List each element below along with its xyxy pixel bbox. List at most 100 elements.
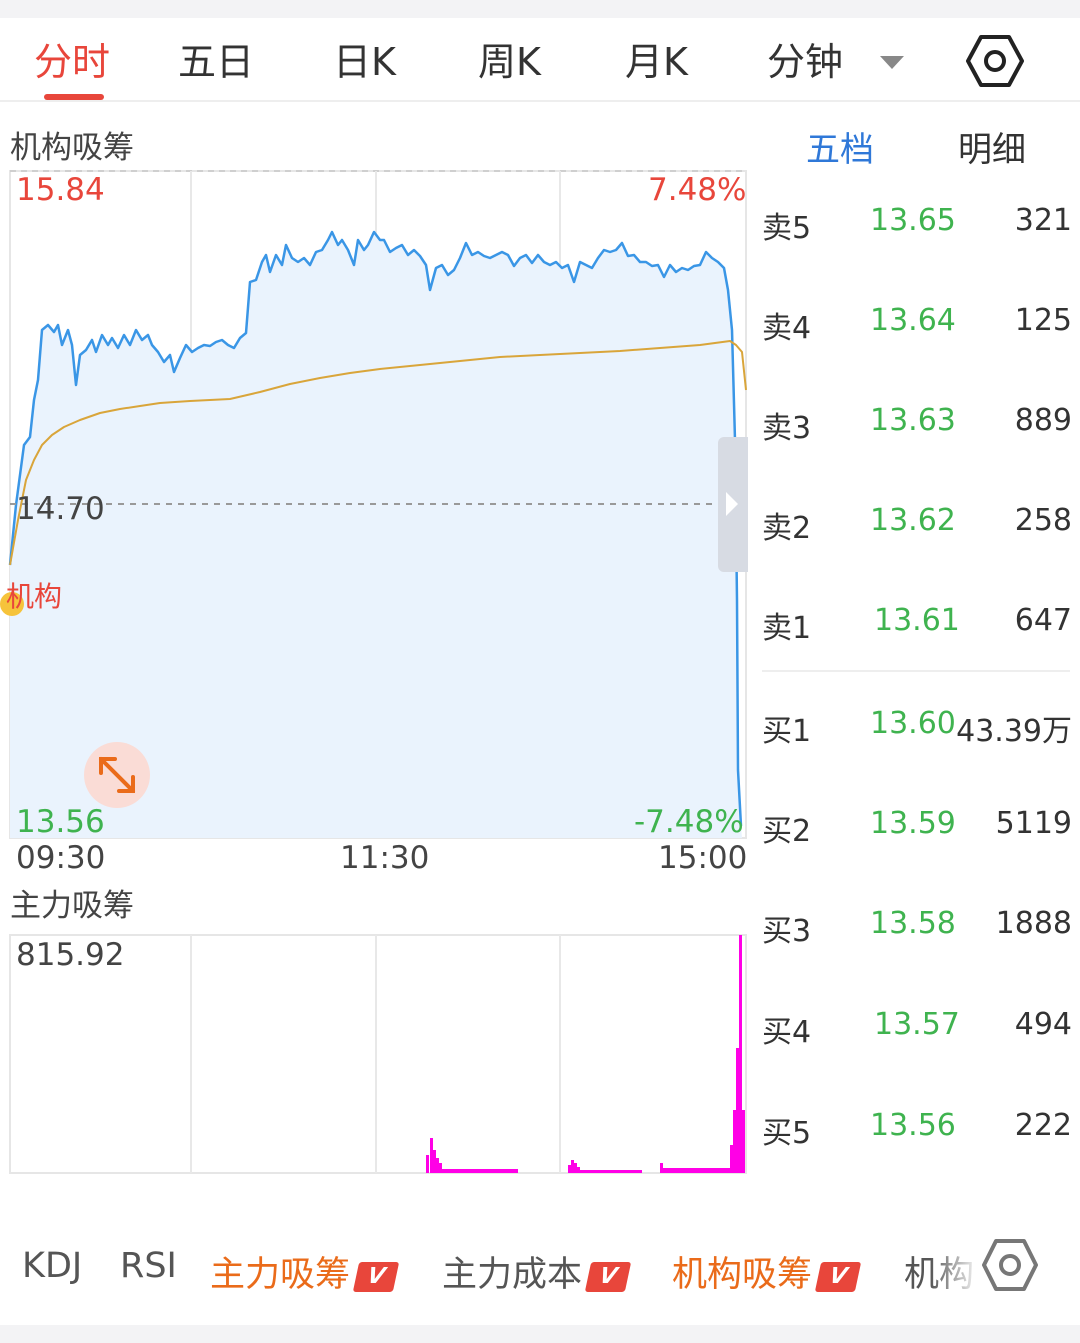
bottom-strip: [0, 1325, 1080, 1343]
main-force-bars: [426, 935, 745, 1173]
scroll-fade: [930, 1236, 980, 1296]
level-volume: 321: [1014, 203, 1072, 238]
chevron-right-icon: [726, 492, 738, 516]
indicator-institution-accumulation[interactable]: 机构吸筹 V: [672, 1246, 862, 1297]
level-name: 卖2: [762, 511, 812, 546]
vip-badge: V: [814, 1262, 862, 1292]
level-price: 13.61: [874, 603, 960, 638]
bar: [663, 1168, 731, 1173]
bar: [730, 1145, 733, 1173]
indicator-kdj[interactable]: KDJ: [22, 1246, 83, 1286]
bar: [733, 1110, 736, 1173]
bar: [568, 1165, 571, 1173]
bar: [442, 1169, 518, 1173]
level-name: 买1: [762, 714, 812, 749]
indicator-label: 机构吸筹: [672, 1255, 813, 1295]
indicator-main-force-cost[interactable]: 主力成本 V: [442, 1246, 632, 1297]
buy-row: 买5 13.56 222: [762, 1108, 1072, 1151]
bar: [574, 1163, 577, 1173]
time-label-close: 15:00: [658, 840, 748, 876]
tab-five-levels[interactable]: 五档: [806, 130, 874, 170]
tab-monthly-k[interactable]: 月K: [625, 40, 688, 84]
level-price: 13.63: [870, 403, 956, 438]
sell-row: 卖4 13.64 125: [762, 303, 1072, 346]
price-line: [8, 230, 743, 827]
bar: [430, 1138, 433, 1173]
level-price: 13.64: [870, 303, 956, 338]
institution-marker-icon: [0, 592, 24, 616]
level-volume: 258: [1014, 503, 1072, 538]
buy-row: 买3 13.58 1888: [762, 906, 1072, 949]
tab-divider: [0, 100, 1080, 102]
level-price: 13.57: [874, 1007, 960, 1042]
level-volume: 1888: [995, 906, 1072, 941]
level-volume: 5119: [995, 806, 1072, 841]
hexagon-gear-icon[interactable]: [966, 34, 1024, 88]
level-volume: 494: [1014, 1007, 1072, 1042]
sell-row: 卖1 13.61 647: [762, 603, 1072, 646]
sub-chart-frame: [9, 934, 747, 1174]
bar: [426, 1155, 429, 1173]
level-name: 卖4: [762, 311, 812, 346]
level-volume: 889: [1014, 403, 1072, 438]
bar: [439, 1163, 442, 1173]
tab-details[interactable]: 明细: [958, 130, 1026, 170]
level-price: 13.62: [870, 503, 956, 538]
level-name: 买2: [762, 814, 812, 849]
low-price-label: 13.56: [16, 804, 105, 840]
high-pct-label: 7.48%: [648, 172, 747, 208]
buy-row: 买1 13.60 43.39万: [762, 706, 1072, 749]
tab-intraday[interactable]: 分时: [34, 40, 111, 84]
price-area: [10, 232, 742, 838]
institution-marker-label: 机构: [6, 580, 63, 613]
bar: [577, 1167, 580, 1173]
intraday-chart: [0, 170, 747, 1174]
main-chart-title: 机构吸筹: [10, 130, 134, 166]
vip-badge: V: [352, 1262, 400, 1292]
order-book-divider: [762, 670, 1070, 672]
active-tab-indicator: [44, 94, 104, 100]
level-name: 买3: [762, 914, 812, 949]
order-book-toggle-handle[interactable]: [718, 437, 748, 572]
bar: [742, 1110, 745, 1173]
tab-daily-k[interactable]: 日K: [333, 40, 396, 84]
bar: [433, 1150, 436, 1173]
level-volume: 125: [1014, 303, 1072, 338]
bar: [580, 1170, 642, 1173]
time-label-midday: 11:30: [340, 840, 430, 876]
average-line: [9, 340, 747, 566]
level-name: 买5: [762, 1116, 812, 1151]
sub-chart-title: 主力吸筹: [10, 888, 134, 924]
buy-row: 买2 13.59 5119: [762, 806, 1072, 849]
level-price: 13.56: [870, 1108, 956, 1143]
hexagon-gear-icon[interactable]: [982, 1238, 1038, 1292]
indicator-main-force-accumulation[interactable]: 主力吸筹 V: [210, 1246, 400, 1297]
level-price: 13.60: [870, 706, 956, 741]
bar: [436, 1158, 439, 1173]
level-name: 卖3: [762, 411, 812, 446]
fullscreen-button[interactable]: [84, 742, 150, 808]
level-name: 卖5: [762, 211, 812, 246]
sell-row: 卖3 13.63 889: [762, 403, 1072, 446]
indicator-rsi[interactable]: RSI: [120, 1246, 177, 1286]
level-name: 卖1: [762, 611, 812, 646]
vip-badge: V: [584, 1262, 632, 1292]
level-price: 13.65: [870, 203, 956, 238]
time-label-open: 09:30: [16, 840, 106, 876]
level-volume: 43.39万: [956, 714, 1072, 749]
bar: [739, 935, 742, 1173]
indicator-label: 主力吸筹: [210, 1255, 351, 1295]
sell-row: 卖2 13.62 258: [762, 503, 1072, 546]
tab-five-day[interactable]: 五日: [178, 40, 255, 84]
level-volume: 647: [1014, 603, 1072, 638]
tab-weekly-k[interactable]: 周K: [478, 40, 541, 84]
tab-minute[interactable]: 分钟: [767, 40, 844, 84]
bar: [571, 1160, 574, 1173]
level-name: 买4: [762, 1015, 812, 1050]
status-strip: [0, 0, 1080, 18]
triangle-down-icon[interactable]: [880, 56, 904, 69]
indicator-label: 主力成本: [442, 1255, 583, 1295]
level-volume: 222: [1014, 1108, 1072, 1143]
sell-row: 卖5 13.65 321: [762, 203, 1072, 246]
level-price: 13.59: [870, 806, 956, 841]
